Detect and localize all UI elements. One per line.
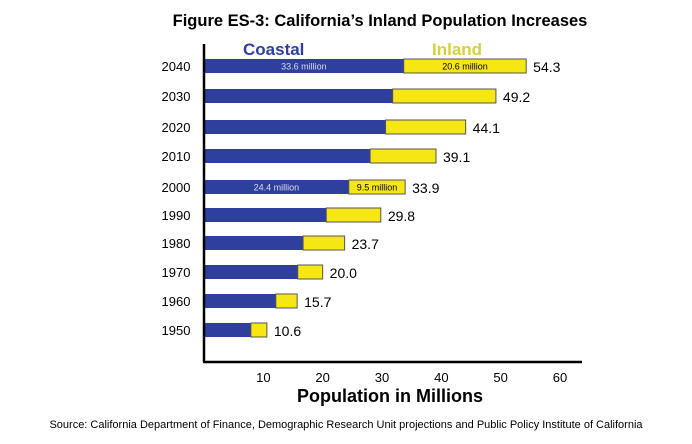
chart-title: Figure ES-3: California’s Inland Populat… — [173, 12, 588, 30]
bar-inland-2020 — [385, 119, 467, 135]
x-tick-label: 60 — [553, 370, 567, 385]
x-tick-label: 10 — [256, 370, 270, 385]
category-label: 2000 — [162, 180, 191, 195]
bar-coastal-2010 — [204, 149, 371, 163]
segment-label-coastal: 24.4 million — [254, 183, 300, 193]
total-label: 49.2 — [503, 89, 530, 105]
segment-label-inland: 20.6 million — [442, 62, 488, 72]
category-label: 1970 — [162, 265, 191, 280]
legend-coastal: Coastal — [243, 40, 304, 59]
category-label: 2010 — [162, 149, 191, 164]
category-label: 2020 — [162, 120, 191, 135]
bar-inland-2040 — [403, 58, 527, 74]
bar-coastal-2000 — [204, 180, 349, 194]
bar-coastal-2040 — [204, 59, 404, 73]
total-label: 15.7 — [304, 294, 331, 310]
bar-inland-2010 — [369, 148, 437, 164]
bar-coastal-2020 — [204, 120, 386, 134]
bar-coastal-1960 — [204, 294, 276, 308]
bar-coastal-1990 — [204, 208, 327, 222]
category-label: 1980 — [162, 236, 191, 251]
source-note: Source: California Department of Finance… — [49, 419, 643, 431]
total-label: 39.1 — [443, 149, 470, 165]
total-label: 23.7 — [352, 236, 379, 252]
segment-label-coastal: 33.6 million — [281, 62, 327, 72]
category-label: 1960 — [162, 294, 191, 309]
x-tick-label: 40 — [434, 370, 448, 385]
bar-coastal-1970 — [204, 265, 298, 279]
category-label: 1990 — [162, 208, 191, 223]
total-label: 29.8 — [388, 208, 415, 224]
total-label: 20.0 — [330, 265, 357, 281]
segment-label-inland: 9.5 million — [357, 183, 398, 193]
bar-inland-1990 — [325, 207, 382, 223]
bar-coastal-1950 — [204, 323, 251, 337]
bar-inland-1950 — [250, 322, 268, 338]
bar-inland-2000 — [348, 179, 406, 195]
bar-inland-2030 — [392, 88, 497, 104]
total-label: 33.9 — [412, 180, 439, 196]
x-tick-label: 50 — [493, 370, 507, 385]
total-label: 44.1 — [473, 120, 500, 136]
bar-coastal-1980 — [204, 236, 304, 250]
category-label: 1950 — [162, 323, 191, 338]
bar-inland-1960 — [275, 293, 298, 309]
total-label: 54.3 — [533, 59, 560, 75]
x-tick-label: 30 — [375, 370, 389, 385]
x-tick-label: 20 — [315, 370, 329, 385]
category-label: 2040 — [162, 59, 191, 74]
total-label: 10.6 — [274, 323, 301, 339]
bar-inland-1980 — [302, 235, 346, 251]
category-label: 2030 — [162, 89, 191, 104]
bar-coastal-2030 — [204, 89, 393, 103]
legend-inland: Inland — [432, 40, 482, 59]
bar-inland-1970 — [297, 264, 324, 280]
x-axis-label: Population in Millions — [297, 386, 483, 406]
